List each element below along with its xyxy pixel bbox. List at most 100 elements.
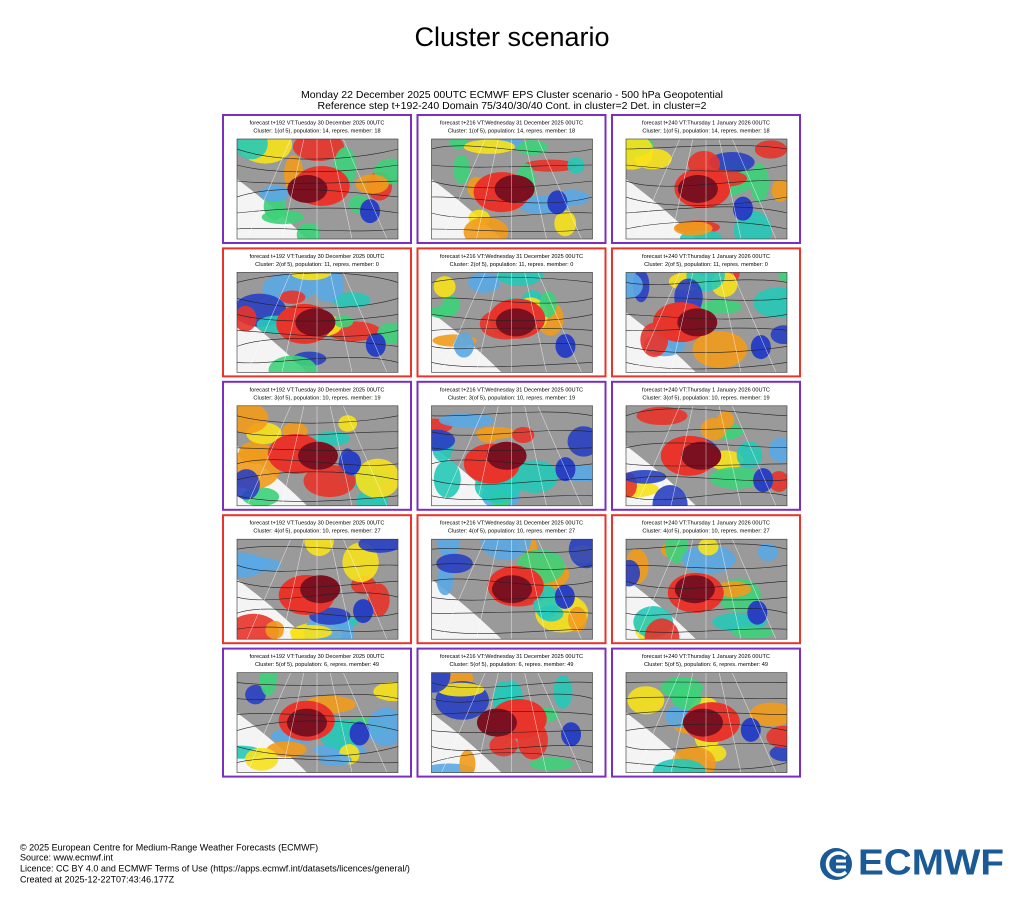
contour	[626, 762, 787, 770]
contour	[626, 628, 787, 633]
footer-line: Source: www.ecmwf.int	[20, 852, 114, 862]
field-blob	[769, 470, 787, 492]
field-blob	[489, 734, 518, 757]
contour	[431, 479, 593, 486]
map-panel: forecast t+216 VT:Wednesday 31 December …	[416, 647, 607, 778]
meridian	[718, 272, 742, 373]
panel-frame	[611, 380, 801, 511]
contour	[237, 272, 398, 283]
field-blob	[626, 139, 654, 170]
panel-frame	[416, 114, 607, 244]
panel-frame	[416, 247, 607, 378]
field-blob	[452, 154, 471, 184]
field-blob	[475, 426, 516, 439]
meridian	[524, 672, 547, 773]
field-blob	[237, 305, 257, 332]
field-blob	[568, 539, 593, 569]
contour	[626, 442, 787, 449]
contour	[237, 592, 398, 601]
field-blob	[365, 332, 386, 357]
contour	[626, 221, 787, 230]
field-blob	[652, 484, 688, 506]
panel-subtitle: Cluster: 3(of 5), population: 10, repres…	[448, 395, 575, 401]
field-blob	[331, 292, 371, 308]
map-panel: forecast t+216 VT:Wednesday 31 December …	[416, 380, 607, 511]
contour	[237, 546, 398, 550]
field-blob	[359, 199, 380, 224]
field-blob	[732, 196, 753, 221]
meridian	[718, 405, 742, 506]
meridian	[329, 539, 353, 640]
panel-title: forecast t+240 VT:Thursday 1 January 202…	[642, 521, 770, 527]
meridian	[635, 272, 680, 373]
contour	[431, 297, 593, 304]
contour	[237, 330, 398, 337]
meridian	[343, 139, 388, 239]
contour	[237, 298, 398, 309]
contour	[237, 338, 398, 347]
field-blob	[700, 299, 742, 315]
map-border	[625, 538, 788, 640]
contour	[626, 476, 787, 481]
map	[237, 672, 398, 773]
meridian	[537, 672, 582, 773]
field-blob	[717, 411, 735, 430]
meridian	[670, 539, 694, 640]
field-blob	[349, 721, 370, 746]
panel-title: forecast t+240 VT:Thursday 1 January 202…	[642, 387, 770, 393]
panel-frame	[416, 380, 607, 511]
map-panel: forecast t+192 VT:Tuesday 30 December 20…	[222, 514, 412, 645]
contour	[431, 711, 593, 715]
map-panel: forecast t+192 VT:Tuesday 30 December 20…	[222, 247, 412, 378]
contour	[431, 459, 593, 467]
contour	[237, 314, 398, 322]
field-blob	[476, 708, 517, 737]
field-blob	[373, 681, 398, 702]
map-border	[625, 672, 788, 773]
map-panel: forecast t+240 VT:Thursday 1 January 202…	[611, 114, 801, 244]
map	[431, 139, 593, 239]
contour	[626, 543, 787, 550]
map-panel: forecast t+192 VT:Tuesday 30 December 20…	[222, 647, 412, 778]
contour	[431, 314, 593, 322]
field-blob	[554, 210, 577, 237]
map-panel: forecast t+240 VT:Thursday 1 January 202…	[611, 514, 801, 645]
map	[237, 539, 398, 640]
contour	[431, 693, 593, 703]
contour	[626, 596, 787, 601]
field-blob	[297, 441, 338, 470]
panel-subtitle: Cluster: 2(of 5), population: 11, repres…	[255, 262, 379, 268]
panel-title: forecast t+240 VT:Thursday 1 January 202…	[642, 120, 770, 126]
contour	[237, 431, 398, 436]
contour	[237, 447, 398, 451]
field-blob	[268, 355, 318, 373]
field-blob	[480, 539, 531, 560]
logo-icon	[836, 859, 846, 869]
field-blob	[279, 290, 306, 304]
map	[431, 539, 593, 640]
panel-frame	[611, 247, 801, 378]
field-blob	[312, 272, 345, 303]
map	[626, 139, 787, 239]
land	[431, 712, 502, 773]
map	[237, 139, 398, 239]
field-blob	[468, 272, 501, 293]
contour	[237, 495, 398, 502]
field-blob	[709, 467, 762, 489]
field-blob	[750, 163, 770, 203]
panel-frame	[611, 114, 801, 244]
field-blob	[766, 725, 787, 749]
field-blob	[626, 272, 643, 299]
contour	[626, 681, 787, 683]
field-blob	[289, 624, 333, 640]
contour	[626, 362, 787, 370]
meridian	[524, 539, 547, 640]
map-border	[625, 138, 788, 240]
field-blob	[353, 599, 374, 624]
field-blob	[300, 575, 341, 604]
map	[431, 672, 593, 773]
field-blob	[295, 308, 336, 337]
meridian	[343, 539, 388, 640]
field-blob	[681, 441, 722, 470]
map-border	[236, 672, 399, 773]
